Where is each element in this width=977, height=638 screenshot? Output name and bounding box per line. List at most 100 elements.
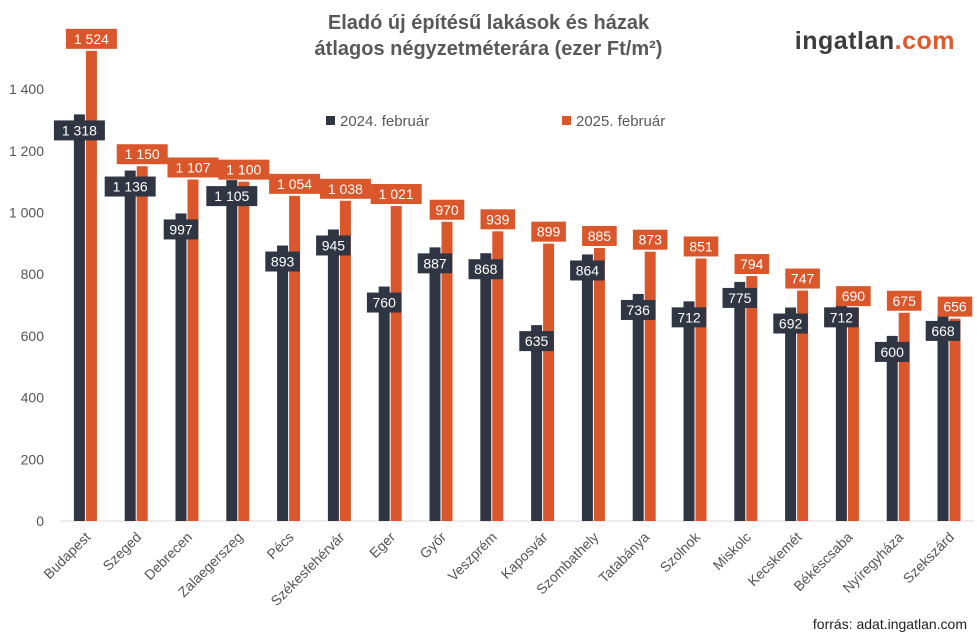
brand-logo-part1: ingatlan — [794, 27, 895, 55]
data-label-bg-2024 — [570, 260, 605, 281]
bar-2024 — [226, 180, 238, 522]
data-label-bg-2024 — [671, 307, 707, 328]
bar-2025 — [187, 179, 199, 522]
bar-2024 — [683, 301, 695, 521]
y-tick-label: 1 200 — [9, 143, 44, 159]
data-label-2025: 1 054 — [277, 176, 312, 192]
data-label-bg-2024 — [925, 320, 961, 341]
bar-2024 — [581, 254, 593, 521]
bar-2024 — [175, 213, 187, 521]
data-label-2025: 1 100 — [226, 162, 261, 178]
data-label-bg-2024 — [265, 251, 300, 272]
data-label-bg-2024 — [824, 307, 859, 328]
data-label-bg-2024 — [206, 186, 258, 207]
data-label-bg-2024 — [163, 219, 199, 240]
data-label-bg-2025 — [582, 225, 617, 246]
legend-label-2025: 2025. február — [576, 113, 665, 130]
bar-2025 — [847, 308, 859, 521]
data-label-bg-2024 — [104, 176, 156, 197]
legend-swatch-2024 — [326, 116, 335, 125]
category-label: Szeged — [99, 529, 144, 574]
category-label: Pécs — [263, 529, 296, 562]
category-label: Miskolc — [710, 529, 754, 573]
data-label-2024: 775 — [728, 290, 752, 306]
data-label-bg-2024 — [316, 235, 351, 256]
data-label-bg-2025 — [167, 157, 219, 178]
data-label-bg-2025 — [734, 254, 770, 275]
bar-2025 — [543, 243, 555, 521]
bar-2025 — [238, 181, 250, 521]
data-label-2025: 690 — [842, 288, 866, 304]
data-label-bg-2024 — [417, 253, 453, 274]
data-label-2024: 668 — [931, 323, 955, 339]
category-label: Tatabánya — [595, 529, 652, 586]
data-label-2025: 794 — [740, 256, 764, 272]
data-label-bg-2025 — [370, 184, 422, 205]
data-label-2024: 635 — [525, 333, 549, 349]
data-label-bg-2025 — [65, 28, 117, 49]
data-label-2025: 747 — [791, 271, 815, 287]
data-label-2024: 1 318 — [62, 122, 97, 138]
category-label: Budapest — [40, 529, 93, 582]
bar-2025 — [644, 251, 656, 521]
chart-title-line2: átlagos négyzetméterára (ezer Ft/m²) — [314, 38, 663, 60]
bar-2025 — [898, 312, 910, 521]
bar-2024 — [73, 114, 85, 521]
data-label-2025: 851 — [689, 238, 713, 254]
brand-logo-part2: .com — [894, 27, 955, 55]
bar-2025 — [949, 318, 961, 521]
data-label-2024: 736 — [627, 302, 651, 318]
category-label: Győr — [416, 529, 449, 562]
bar-2024 — [277, 245, 289, 521]
data-label-bg-2025 — [632, 229, 668, 250]
data-label-bg-2025 — [269, 173, 321, 194]
source-note: forrás: adat.ingatlan.com — [812, 616, 967, 632]
bar-2024 — [480, 253, 492, 522]
category-label: Debrecen — [141, 529, 195, 583]
y-tick-label: 600 — [21, 328, 45, 344]
data-label-bg-2025 — [429, 199, 465, 220]
data-label-bg-2025 — [218, 159, 270, 180]
data-label-2024: 600 — [881, 344, 905, 360]
data-label-2024: 997 — [169, 221, 193, 237]
bar-2024 — [378, 286, 390, 521]
data-label-2025: 656 — [943, 299, 967, 315]
bar-2024 — [531, 325, 543, 521]
data-label-bg-2025 — [480, 209, 516, 230]
data-label-bg-2024 — [53, 120, 105, 141]
data-label-bg-2024 — [620, 299, 656, 320]
bar-2024 — [886, 335, 898, 521]
bar-2025 — [593, 247, 605, 522]
data-label-2024: 712 — [677, 309, 701, 325]
data-label-bg-2024 — [366, 292, 402, 313]
data-label-2024: 760 — [373, 295, 397, 311]
data-label-2024: 893 — [271, 254, 295, 270]
data-label-2025: 1 107 — [175, 159, 210, 175]
data-label-bg-2025 — [531, 221, 566, 242]
data-label-bg-2024 — [874, 341, 910, 362]
bar-2025 — [797, 290, 809, 521]
bar-2024 — [124, 170, 136, 521]
bar-2024 — [327, 229, 339, 521]
y-tick-label: 1 400 — [9, 81, 44, 97]
bar-2025 — [339, 200, 351, 522]
data-label-2025: 675 — [893, 293, 917, 309]
data-label-2025: 939 — [486, 211, 510, 227]
category-label: Szekszárd — [900, 529, 958, 587]
data-label-2025: 1 524 — [74, 31, 109, 47]
category-label: Eger — [366, 529, 398, 561]
bar-2025 — [390, 206, 402, 522]
data-label-bg-2025 — [937, 296, 973, 317]
data-label-2025: 873 — [639, 232, 663, 248]
data-label-bg-2024 — [519, 331, 554, 352]
bar-2024 — [429, 247, 441, 521]
data-label-bg-2024 — [722, 287, 758, 308]
bar-2025 — [289, 195, 301, 521]
bar-2025 — [695, 258, 707, 521]
data-label-2024: 1 105 — [214, 188, 249, 204]
bar-2025 — [746, 276, 758, 521]
chart-title-line1: Eladó új építésű lakások és házak — [327, 12, 650, 34]
data-label-bg-2025 — [836, 286, 871, 307]
data-label-2024: 1 136 — [113, 179, 148, 195]
